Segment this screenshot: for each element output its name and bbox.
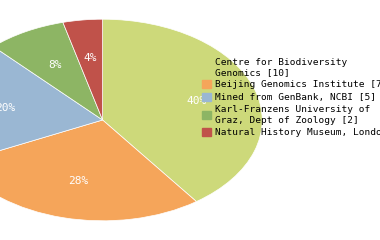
Wedge shape bbox=[0, 120, 196, 221]
Text: 40%: 40% bbox=[187, 96, 207, 106]
Text: 8%: 8% bbox=[48, 60, 62, 70]
Text: 4%: 4% bbox=[84, 53, 97, 63]
Text: 28%: 28% bbox=[68, 175, 88, 186]
Wedge shape bbox=[0, 22, 103, 120]
Text: 20%: 20% bbox=[0, 103, 16, 113]
Legend: Centre for Biodiversity
Genomics [10], Beijing Genomics Institute [7], Mined fro: Centre for Biodiversity Genomics [10], B… bbox=[202, 58, 380, 137]
Wedge shape bbox=[103, 19, 262, 202]
Wedge shape bbox=[0, 47, 103, 163]
Wedge shape bbox=[63, 19, 103, 120]
